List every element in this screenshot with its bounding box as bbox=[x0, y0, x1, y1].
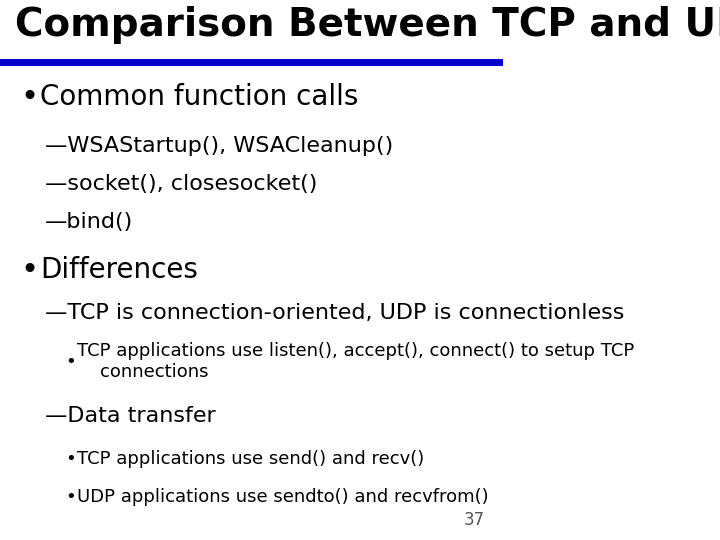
Text: —TCP is connection-oriented, UDP is connectionless: —TCP is connection-oriented, UDP is conn… bbox=[45, 303, 624, 323]
Text: •: • bbox=[20, 255, 38, 285]
Text: Common function calls: Common function calls bbox=[40, 84, 359, 111]
Text: TCP applications use send() and recv(): TCP applications use send() and recv() bbox=[78, 450, 425, 468]
Text: Comparison Between TCP and UDP: Comparison Between TCP and UDP bbox=[15, 5, 720, 44]
Text: —socket(), closesocket(): —socket(), closesocket() bbox=[45, 174, 318, 194]
Text: TCP applications use listen(), accept(), connect() to setup TCP
    connections: TCP applications use listen(), accept(),… bbox=[78, 342, 634, 381]
Text: •: • bbox=[20, 83, 38, 112]
Text: •: • bbox=[65, 450, 76, 468]
Text: Differences: Differences bbox=[40, 256, 198, 284]
Text: —WSAStartup(), WSACleanup(): —WSAStartup(), WSACleanup() bbox=[45, 136, 393, 156]
Text: •: • bbox=[65, 488, 76, 506]
Text: —bind(): —bind() bbox=[45, 212, 133, 232]
Text: 37: 37 bbox=[463, 511, 485, 529]
Text: UDP applications use sendto() and recvfrom(): UDP applications use sendto() and recvfr… bbox=[78, 488, 489, 506]
Text: •: • bbox=[65, 353, 76, 371]
Text: —Data transfer: —Data transfer bbox=[45, 406, 216, 426]
